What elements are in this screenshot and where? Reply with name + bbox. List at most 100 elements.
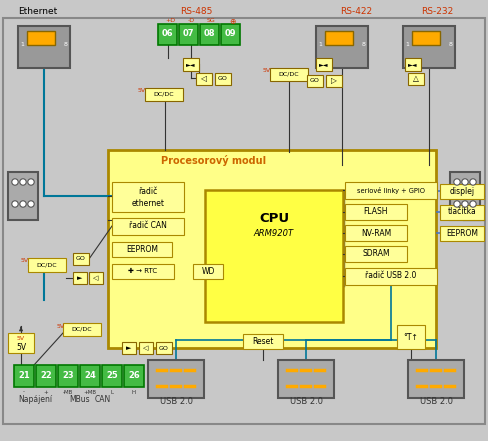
Text: EEPROM: EEPROM	[126, 244, 158, 254]
Bar	[450, 172, 480, 220]
Text: USB 2.0: USB 2.0	[420, 396, 452, 406]
Text: +: +	[43, 389, 48, 395]
Text: FLASH: FLASH	[364, 208, 388, 217]
Bar	[102, 365, 122, 387]
Text: SDRAM: SDRAM	[362, 250, 390, 258]
Circle shape	[20, 179, 26, 185]
Bar	[243, 334, 283, 349]
Bar	[408, 360, 464, 398]
Bar	[408, 73, 424, 85]
Bar	[270, 68, 308, 81]
Bar	[179, 24, 198, 45]
Text: EEPROM: EEPROM	[446, 228, 478, 238]
Bar	[278, 360, 334, 398]
Bar	[112, 264, 174, 279]
Circle shape	[12, 201, 18, 207]
Bar	[405, 58, 421, 71]
Text: Ethernet: Ethernet	[19, 7, 58, 15]
Text: ►◄: ►◄	[319, 62, 329, 67]
Bar	[440, 226, 484, 241]
Bar	[193, 264, 223, 279]
Text: Napájení: Napájení	[18, 396, 52, 404]
Bar	[403, 26, 455, 68]
Text: ►◄: ►◄	[186, 62, 196, 67]
Bar	[18, 26, 70, 68]
Text: -MB: -MB	[63, 389, 73, 395]
Text: Procesorový modul: Procesorový modul	[161, 154, 266, 165]
Text: SG: SG	[206, 19, 215, 23]
Bar	[205, 190, 343, 322]
Bar	[316, 26, 368, 68]
Text: ◁: ◁	[201, 75, 207, 83]
Bar	[196, 73, 212, 85]
Text: +MB: +MB	[83, 389, 97, 395]
Bar	[63, 323, 101, 336]
Bar	[148, 360, 204, 398]
Text: ARM920T: ARM920T	[254, 228, 294, 238]
Bar	[145, 88, 183, 101]
Text: RS-485: RS-485	[180, 7, 212, 15]
Text: ◁: ◁	[93, 275, 99, 281]
Text: DC/DC: DC/DC	[72, 326, 92, 332]
Bar	[200, 24, 219, 45]
Text: NV-RAM: NV-RAM	[361, 228, 391, 238]
Text: 5V: 5V	[17, 336, 25, 341]
Bar	[139, 342, 153, 354]
Text: 5V: 5V	[57, 324, 65, 329]
Text: ▷: ▷	[331, 76, 337, 86]
Text: DC/DC: DC/DC	[279, 71, 299, 76]
Text: +D: +D	[165, 19, 175, 23]
Bar	[124, 365, 144, 387]
Bar	[412, 31, 440, 45]
Bar	[112, 182, 184, 212]
Text: WD: WD	[202, 266, 215, 276]
Bar	[345, 204, 407, 220]
Bar	[326, 75, 342, 87]
Text: 24: 24	[84, 371, 96, 381]
Bar	[8, 172, 38, 220]
Text: USB 2.0: USB 2.0	[289, 396, 323, 406]
Text: 22: 22	[40, 371, 52, 381]
Text: △: △	[413, 75, 419, 83]
Bar	[183, 58, 199, 71]
Text: 5V: 5V	[138, 89, 146, 93]
Text: displej: displej	[449, 187, 474, 195]
Bar	[397, 325, 425, 349]
Text: RS-232: RS-232	[421, 7, 453, 15]
Text: DC/DC: DC/DC	[154, 91, 174, 97]
Text: GO: GO	[310, 78, 320, 83]
Text: 09: 09	[224, 30, 236, 38]
Bar	[307, 75, 323, 87]
Bar	[345, 268, 437, 285]
Text: ►: ►	[126, 345, 132, 351]
Bar	[158, 24, 177, 45]
Text: MBus: MBus	[70, 396, 90, 404]
Text: 23: 23	[62, 371, 74, 381]
Text: řadič CAN: řadič CAN	[129, 221, 167, 231]
Text: seriové linky + GPIO: seriové linky + GPIO	[357, 187, 425, 194]
Bar	[108, 150, 436, 348]
Bar	[27, 31, 55, 45]
Text: 06: 06	[161, 30, 173, 38]
Text: H: H	[132, 389, 136, 395]
Text: ✚ → RTC: ✚ → RTC	[128, 268, 158, 274]
Circle shape	[454, 179, 460, 185]
Text: 1: 1	[20, 42, 24, 48]
Bar	[156, 342, 172, 354]
Text: 08: 08	[203, 30, 215, 38]
Circle shape	[470, 201, 476, 207]
Text: CPU: CPU	[259, 212, 289, 224]
Circle shape	[20, 201, 26, 207]
Text: 8: 8	[362, 42, 366, 48]
Circle shape	[12, 179, 18, 185]
Bar	[316, 58, 332, 71]
Text: 26: 26	[128, 371, 140, 381]
Bar	[345, 246, 407, 262]
Bar	[28, 258, 66, 272]
Text: -: -	[23, 389, 25, 395]
Text: GO: GO	[76, 257, 86, 262]
Bar	[73, 253, 89, 265]
Bar	[345, 225, 407, 241]
Circle shape	[28, 201, 34, 207]
Bar	[325, 31, 353, 45]
